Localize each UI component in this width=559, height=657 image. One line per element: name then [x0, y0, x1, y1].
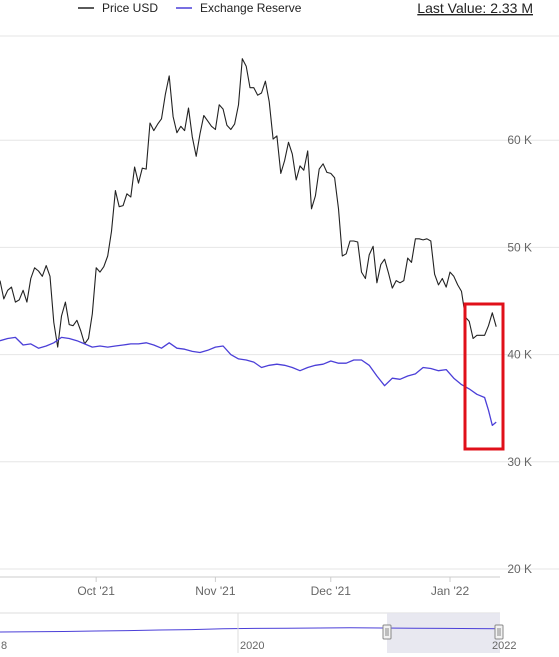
y-tick-label: 40 K	[507, 348, 532, 362]
y-tick-label: 20 K	[507, 562, 532, 576]
navigator-handle-left-body	[382, 624, 392, 640]
x-tick-label: Nov '21	[195, 584, 236, 598]
y-tick-label: 50 K	[507, 240, 532, 254]
highlight-box	[463, 302, 505, 451]
legend-item-reserve[interactable]: Exchange Reserve	[176, 1, 302, 15]
navigator-handle-right[interactable]	[494, 624, 504, 640]
y-axis: 20 K 30 K 40 K 50 K 60 K	[507, 133, 532, 576]
navigator-handle-right-body	[494, 624, 504, 640]
navigator-series	[0, 627, 501, 633]
x-tick-label: Jan '22	[431, 584, 470, 598]
legend: Price USD Exchange Reserve	[78, 1, 302, 15]
navigator-label-left-edge: 8	[1, 640, 7, 652]
x-axis: Oct '21 Nov '21 Dec '21 Jan '22	[0, 576, 500, 598]
navigator-handle-left[interactable]	[382, 624, 392, 640]
y-tick-label: 30 K	[507, 455, 532, 469]
x-tick-label: Dec '21	[311, 584, 352, 598]
navigator-selected-range[interactable]	[387, 613, 500, 653]
navigator: 8 2020 2022	[0, 612, 516, 653]
y-tick-label: 60 K	[507, 133, 532, 147]
gridlines	[0, 35, 559, 570]
legend-item-price[interactable]: Price USD	[78, 1, 158, 15]
plot-area	[0, 58, 497, 427]
series-line-price	[0, 58, 497, 348]
navigator-label-2020: 2020	[240, 640, 264, 652]
navigator-label-2022: 2022	[492, 640, 516, 652]
navigator-line	[0, 627, 501, 633]
series-line-reserve	[0, 336, 497, 427]
x-tick-label: Oct '21	[77, 584, 115, 598]
last-value-label: Last Value: 2.33 M	[417, 0, 533, 16]
legend-label-price: Price USD	[102, 1, 158, 15]
legend-label-reserve: Exchange Reserve	[200, 1, 302, 15]
